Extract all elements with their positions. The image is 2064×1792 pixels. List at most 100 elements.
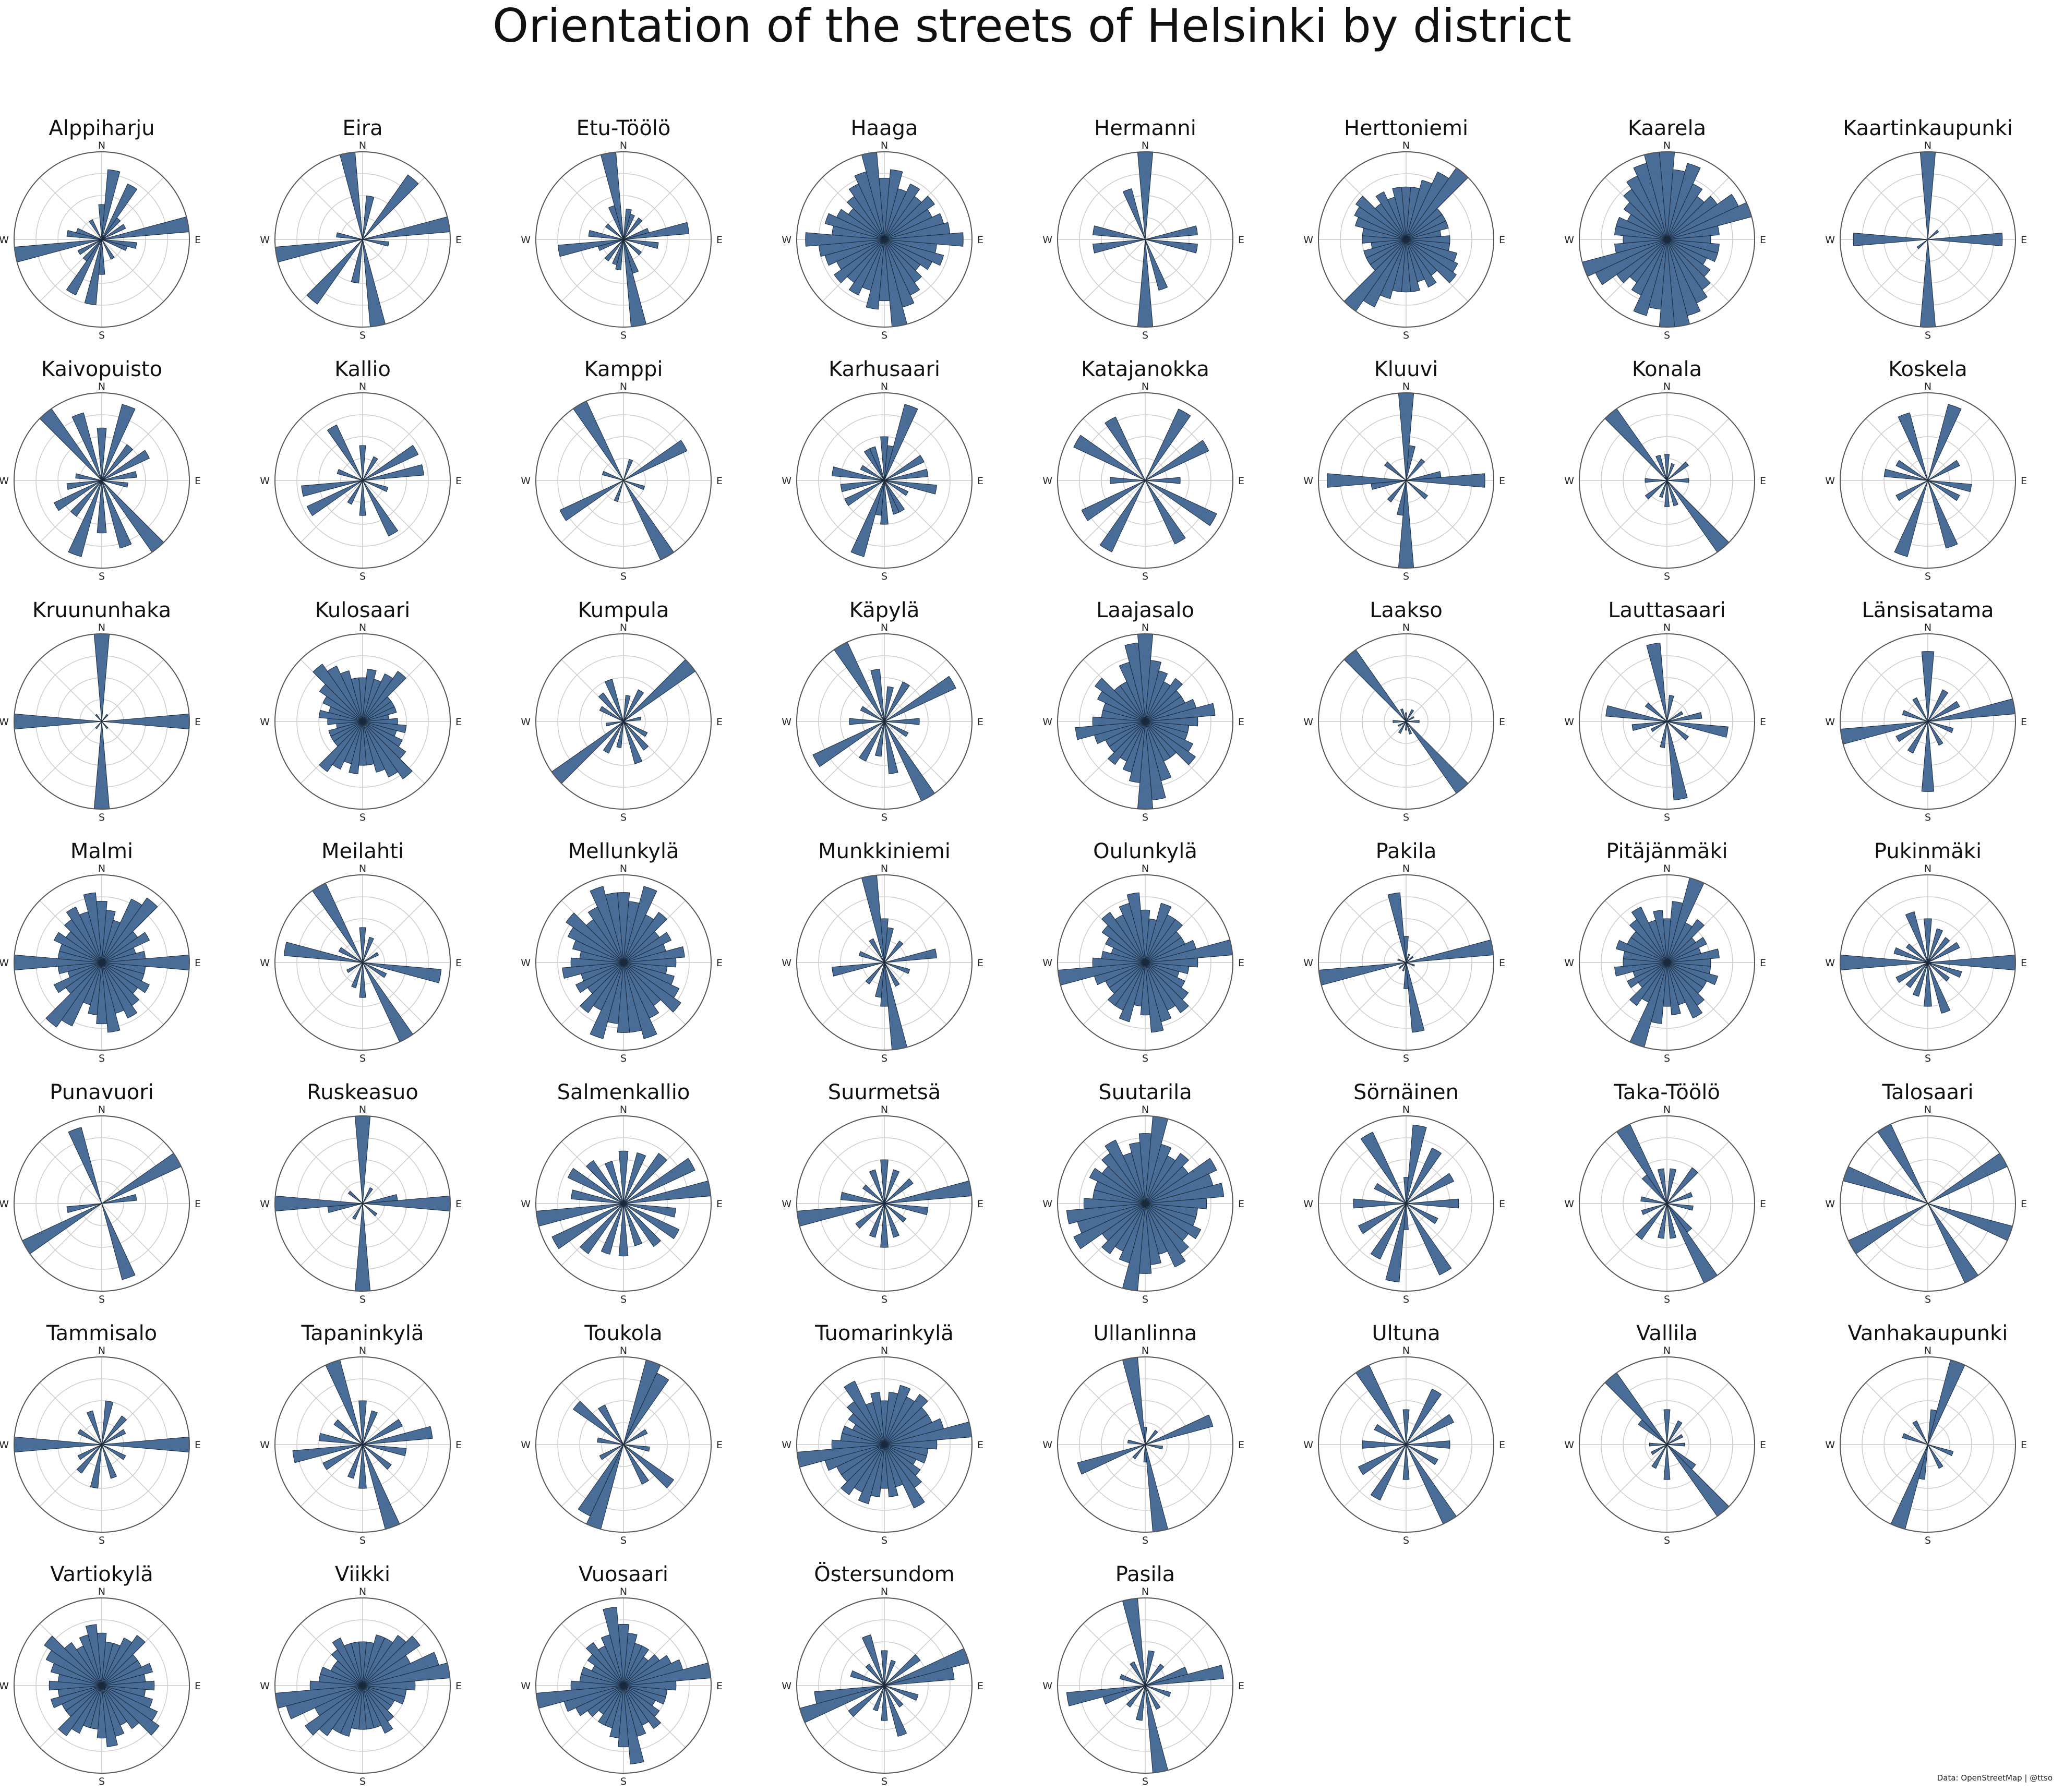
orientation-bar xyxy=(1145,1203,1186,1268)
compass-label: W xyxy=(0,957,9,969)
compass-label: E xyxy=(716,234,723,246)
orientation-bar xyxy=(623,721,648,737)
orientation-bar xyxy=(831,1439,885,1450)
orientation-bar xyxy=(623,239,659,249)
polar-chart: N S E W Kaivopuisto xyxy=(0,357,201,582)
orientation-bar xyxy=(884,721,909,737)
orientation-bar xyxy=(1101,1203,1146,1254)
orientation-bar xyxy=(605,223,624,240)
orientation-bar xyxy=(362,721,413,779)
orientation-bar xyxy=(283,942,363,963)
polar-chart: N S E W Kruununhaka xyxy=(0,598,201,823)
polar-frame xyxy=(535,874,712,1051)
district-title: Talosaari xyxy=(1881,1080,1973,1104)
compass-label: N xyxy=(1402,863,1410,874)
compass-label: E xyxy=(1499,1198,1505,1210)
orientation-bar xyxy=(1398,962,1407,969)
orientation-bar xyxy=(616,721,624,748)
orientation-bar xyxy=(1129,1142,1146,1204)
orientation-bar xyxy=(604,679,624,722)
orientation-bar xyxy=(101,1685,160,1736)
orientation-bar xyxy=(858,1444,885,1505)
district-title: Pasila xyxy=(1115,1562,1175,1586)
orientation-bar xyxy=(551,721,624,784)
orientation-bar xyxy=(812,721,885,767)
district-title: Hermanni xyxy=(1094,116,1196,140)
compass-label: W xyxy=(1564,475,1574,487)
polar-frame xyxy=(274,151,451,328)
polar-chart: N S E W Taka-Töölö xyxy=(1564,1080,1766,1305)
orientation-bar xyxy=(1663,1409,1671,1445)
orientation-bar xyxy=(623,480,675,560)
compass-label: E xyxy=(2021,1439,2027,1451)
orientation-bar xyxy=(101,239,115,260)
orientation-bar xyxy=(601,1203,624,1255)
orientation-bar xyxy=(832,466,885,481)
orientation-bar xyxy=(101,1429,126,1445)
orientation-bar xyxy=(873,1685,885,1712)
orientation-bar xyxy=(1081,480,1146,521)
polar-chart: N S E W Konala xyxy=(1564,357,1766,582)
compass-label: S xyxy=(1403,812,1409,823)
orientation-bar xyxy=(1105,1139,1146,1204)
orientation-bar xyxy=(1615,940,1667,963)
polar-chart: N S E W Hermanni xyxy=(1042,116,1244,341)
orientation-bar xyxy=(1145,678,1183,722)
compass-label: N xyxy=(98,622,105,633)
orientation-bar xyxy=(1406,956,1414,963)
orientation-bar xyxy=(1645,480,1667,500)
orientation-bar xyxy=(292,1444,363,1463)
orientation-bar xyxy=(1890,1444,1928,1530)
compass-label: N xyxy=(1663,622,1671,633)
compass-label: W xyxy=(0,1198,9,1210)
polar-frame xyxy=(1840,151,2016,328)
district-title: Ultuna xyxy=(1372,1321,1440,1345)
polar-chart: N S E W Pitäjänmäki xyxy=(1564,839,1766,1064)
orientation-bar xyxy=(884,455,925,481)
orientation-bar xyxy=(1105,416,1146,481)
compass-label: W xyxy=(521,1198,531,1210)
orientation-bar xyxy=(884,1667,955,1686)
district-title: Suutarila xyxy=(1098,1080,1192,1104)
compass-label: N xyxy=(620,863,627,874)
orientation-bar xyxy=(1145,440,1209,481)
orientation-bar xyxy=(1666,1203,1677,1239)
polar-chart: N S E W Mellunkylä xyxy=(521,839,723,1064)
orientation-bar xyxy=(1615,217,1667,240)
compass-label: W xyxy=(521,234,531,246)
orientation-bar xyxy=(1393,720,1407,723)
orientation-bar xyxy=(101,1685,140,1729)
district-title: Vanhakaupunki xyxy=(1848,1321,2008,1345)
orientation-bar xyxy=(1927,962,1962,978)
orientation-bar xyxy=(884,1203,900,1238)
compass-label: E xyxy=(2021,1198,2027,1210)
orientation-bar xyxy=(585,1642,624,1686)
orientation-bar xyxy=(1073,1203,1146,1249)
compass-label: W xyxy=(1042,234,1052,246)
orientation-bar xyxy=(1119,962,1146,1023)
orientation-bar xyxy=(884,718,920,725)
orientation-bar xyxy=(1122,188,1146,240)
orientation-bar xyxy=(1406,962,1425,1033)
orientation-bar xyxy=(101,450,150,481)
orientation-bar xyxy=(1406,1147,1442,1204)
orientation-bar xyxy=(320,1666,363,1686)
district-title: Katajanokka xyxy=(1081,357,1209,381)
compass-label: E xyxy=(1499,1439,1505,1451)
orientation-bar xyxy=(604,239,624,261)
compass-label: W xyxy=(0,475,9,487)
polar-chart: N S E W Sörnäinen xyxy=(1303,1080,1505,1305)
orientation-bar xyxy=(848,239,885,296)
orientation-bar xyxy=(805,232,885,247)
polar-frame xyxy=(14,151,190,328)
compass-label: N xyxy=(1402,622,1410,633)
orientation-bar xyxy=(1848,1203,1928,1255)
orientation-bar xyxy=(1659,480,1667,498)
orientation-bar xyxy=(58,1685,102,1736)
orientation-bar xyxy=(1666,711,1684,722)
orientation-bar xyxy=(1616,1124,1667,1204)
orientation-bar xyxy=(1406,445,1416,481)
compass-label: E xyxy=(195,234,201,246)
district-title: Vartiokylä xyxy=(50,1562,153,1586)
district-title: Vallila xyxy=(1636,1321,1698,1345)
